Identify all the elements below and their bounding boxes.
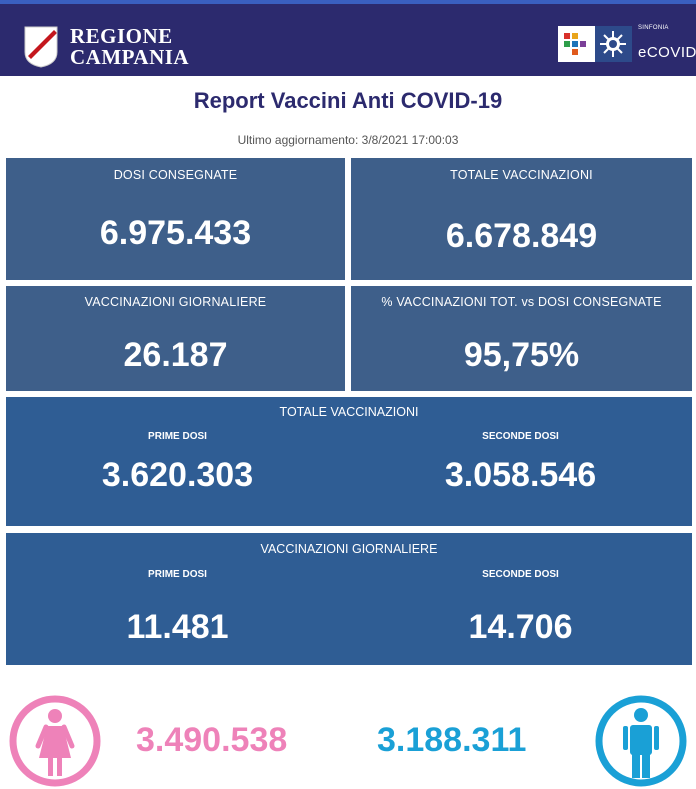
region-name-line2: CAMPANIA: [70, 45, 190, 69]
panel-totale-vaccinazioni: TOTALE VACCINAZIONI PRIME DOSI 3.620.303…: [6, 397, 692, 526]
stat-value: 6.678.849: [445, 217, 598, 255]
stat-label: % VACCINAZIONI TOT. vs DOSI CONSEGNATE: [381, 295, 662, 309]
prime-dosi-value: 3.620.303: [101, 456, 254, 494]
stat-label: TOTALE VACCINAZIONI: [450, 168, 593, 182]
brand-small-label: SINFONIA: [638, 25, 669, 31]
stat-value: 6.975.433: [99, 214, 252, 252]
panel-label: VACCINAZIONI GIORNALIERE: [260, 542, 438, 556]
male-person-icon: [595, 695, 687, 787]
stat-totale-vaccinazioni: TOTALE VACCINAZIONI 6.678.849: [351, 158, 692, 280]
panel-vaccinazioni-giornaliere: VACCINAZIONI GIORNALIERE PRIME DOSI 11.4…: [6, 533, 692, 665]
col-seconde-dosi: SECONDE DOSI 14.706: [349, 569, 692, 647]
region-name: REGIONE CAMPANIA: [70, 26, 189, 68]
seconde-dosi-value: 3.058.546: [444, 456, 597, 494]
region-name-line1: REGIONE: [70, 24, 173, 48]
ecovid-logo-icon: [558, 26, 632, 62]
stat-label: VACCINAZIONI GIORNALIERE: [84, 295, 267, 309]
prime-dosi-label: PRIME DOSI: [148, 431, 207, 442]
seconde-dosi-value: 14.706: [468, 608, 573, 646]
header-bar: REGIONE CAMPANIA: [0, 0, 696, 76]
col-prime-dosi: PRIME DOSI 3.620.303: [6, 431, 349, 495]
stat-value: 95,75%: [463, 336, 580, 374]
col-seconde-dosi: SECONDE DOSI 3.058.546: [349, 431, 692, 495]
female-vaccinated-value: 3.490.538: [136, 721, 288, 759]
prime-dosi-value: 11.481: [126, 608, 229, 646]
brand-name: eCOVID: [638, 44, 696, 61]
last-updated: Ultimo aggiornamento: 3/8/2021 17:00:03: [237, 133, 459, 147]
seconde-dosi-label: SECONDE DOSI: [482, 431, 559, 442]
male-vaccinated-value: 3.188.311: [377, 721, 527, 759]
female-person-icon: [9, 695, 101, 787]
stat-value: 26.187: [123, 336, 228, 374]
stat-vaccinazioni-giornaliere: VACCINAZIONI GIORNALIERE 26.187: [6, 286, 345, 391]
panel-label: TOTALE VACCINAZIONI: [279, 405, 419, 419]
region-shield-logo-icon: [24, 26, 58, 68]
col-prime-dosi: PRIME DOSI 11.481: [6, 569, 349, 647]
page-title: Report Vaccini Anti COVID-19: [193, 88, 503, 113]
stat-label: DOSI CONSEGNATE: [113, 168, 238, 182]
stat-percentuale-vaccinazioni: % VACCINAZIONI TOT. vs DOSI CONSEGNATE 9…: [351, 286, 692, 391]
stat-dosi-consegnate: DOSI CONSEGNATE 6.975.433: [6, 158, 345, 280]
seconde-dosi-label: SECONDE DOSI: [482, 569, 559, 580]
prime-dosi-label: PRIME DOSI: [148, 569, 207, 580]
